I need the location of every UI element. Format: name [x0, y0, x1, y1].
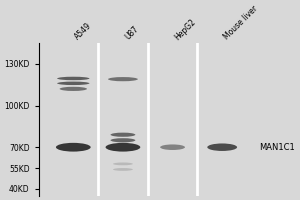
- Ellipse shape: [113, 162, 133, 165]
- Ellipse shape: [57, 82, 89, 85]
- Text: Mouse liver: Mouse liver: [222, 4, 260, 42]
- Ellipse shape: [110, 133, 135, 137]
- Text: U87: U87: [123, 25, 140, 42]
- Ellipse shape: [108, 77, 138, 81]
- Text: HepG2: HepG2: [172, 17, 197, 42]
- Ellipse shape: [207, 143, 237, 151]
- Ellipse shape: [57, 77, 89, 80]
- Ellipse shape: [110, 138, 135, 142]
- Ellipse shape: [60, 87, 87, 91]
- Ellipse shape: [56, 143, 91, 152]
- Ellipse shape: [160, 144, 185, 150]
- Text: A549: A549: [73, 21, 94, 42]
- Ellipse shape: [106, 143, 140, 152]
- Ellipse shape: [113, 168, 133, 171]
- Text: MAN1C1: MAN1C1: [260, 143, 295, 152]
